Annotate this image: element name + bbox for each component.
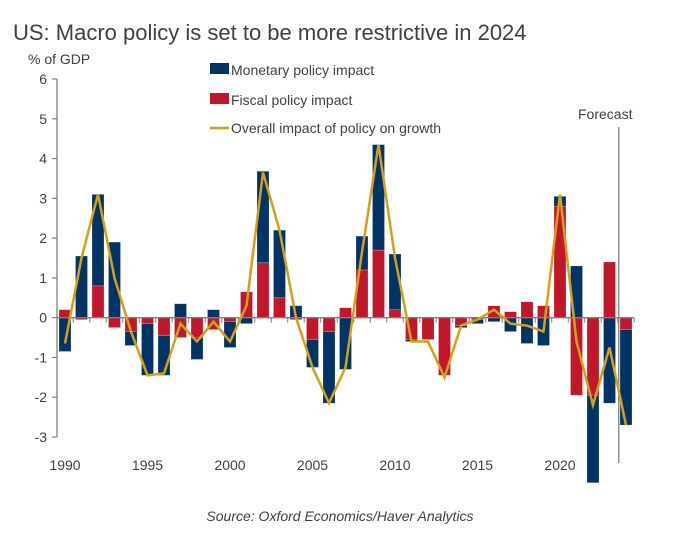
legend-label-fiscal: Fiscal policy impact (231, 92, 352, 108)
bar-fiscal-2006 (322, 317, 336, 332)
forecast-annotation: Forecast (578, 106, 633, 122)
bar-fiscal-2022 (586, 317, 600, 396)
y-tick-label: 0 (39, 310, 47, 326)
bar-monetary-1996 (157, 335, 171, 376)
bar-monetary-2003 (273, 229, 286, 299)
y-tick-label: 1 (39, 270, 47, 286)
y-tick-label: -3 (35, 429, 48, 445)
legend-swatch-fiscal (210, 93, 229, 104)
x-tick-label: 2000 (214, 457, 245, 473)
y-tick-label: -1 (35, 349, 48, 365)
bar-monetary-1991 (75, 255, 88, 318)
y-tick-label: 5 (39, 111, 47, 127)
y-tick-label: 3 (39, 190, 47, 206)
bar-fiscal-2024 (619, 317, 633, 330)
bar-fiscal-2018 (520, 301, 534, 318)
line-overall-impact (63, 144, 628, 426)
bar-fiscal-1993 (108, 317, 121, 328)
legend-swatch-monetary (210, 63, 229, 74)
line-layer (63, 144, 628, 426)
y-tick-label: 4 (39, 151, 47, 167)
bar-fiscal-2012 (421, 317, 435, 340)
bar-fiscal-2017 (504, 311, 517, 318)
chart-title: US: Macro policy is set to be more restr… (13, 20, 527, 45)
bar-monetary-2001 (240, 317, 253, 324)
y-tick-label: 2 (39, 230, 47, 246)
legend: Monetary policy impact Fiscal policy imp… (210, 62, 441, 136)
bar-monetary-2009 (372, 144, 385, 251)
x-tick-label: 2010 (379, 457, 410, 473)
bar-monetary-1999 (207, 309, 220, 318)
bar-monetary-2018 (520, 317, 534, 344)
bar-monetary-1997 (174, 303, 187, 318)
bar-monetary-1998 (190, 337, 204, 360)
bar-fiscal-1992 (91, 285, 105, 318)
legend-label-overall: Overall impact of policy on growth (231, 120, 441, 136)
y-tick-label: 6 (39, 71, 47, 87)
bar-fiscal-1995 (141, 317, 154, 324)
x-tick-label: 2015 (462, 457, 493, 473)
bar-fiscal-2019 (537, 305, 550, 318)
x-tick-label: 1995 (132, 457, 163, 473)
bar-fiscal-2023 (603, 261, 616, 318)
bar-monetary-2022 (586, 394, 600, 484)
bar-fiscal-2003 (273, 297, 286, 318)
source-note: Source: Oxford Economics/Haver Analytics (206, 508, 473, 524)
bar-fiscal-2009 (372, 249, 385, 318)
x-tick-label: 2005 (297, 457, 328, 473)
y-tick-label: -2 (35, 389, 48, 405)
x-tick-label: 1990 (49, 457, 80, 473)
x-tick-label: 2020 (544, 457, 575, 473)
bar-fiscal-1996 (157, 317, 171, 336)
bar-fiscal-2010 (388, 309, 402, 318)
bar-fiscal-2002 (256, 262, 270, 318)
bar-fiscal-2007 (339, 307, 352, 318)
legend-label-monetary: Monetary policy impact (231, 62, 374, 78)
y-axis-label: % of GDP (28, 51, 90, 67)
bar-fiscal-2005 (306, 317, 319, 340)
